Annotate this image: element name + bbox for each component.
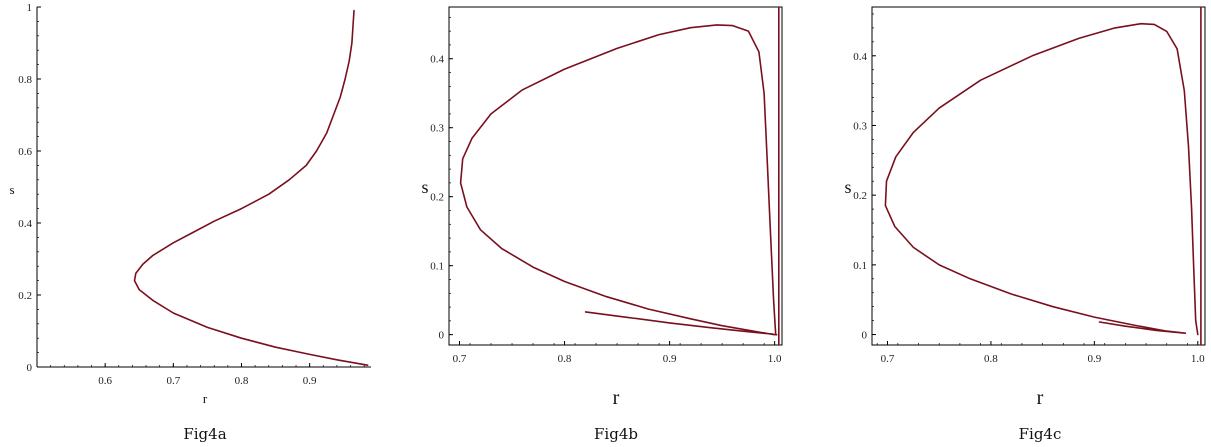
y-tick-label: 1 [27, 2, 33, 14]
x-tick-label: 1.0 [768, 353, 782, 365]
plot-frame [872, 7, 1205, 345]
x-axis-label: r [1037, 387, 1044, 409]
y-tick-label: 0.2 [853, 190, 867, 202]
y-tick-label: 0.2 [430, 192, 444, 204]
x-tick-label: 1.0 [1191, 353, 1205, 365]
y-tick-label: 0 [862, 330, 868, 342]
x-tick-label: 0.9 [303, 375, 317, 387]
x-tick-label: 0.9 [663, 353, 677, 365]
y-tick-label: 0.4 [18, 218, 32, 230]
x-axis-label: r [203, 391, 208, 406]
y-tick-label: 0.4 [853, 51, 867, 63]
y-tick-label: 0.1 [430, 261, 444, 273]
chart-fig4c: 0.7 0.8 0.9 1.0 0 0.1 0.2 0.3 0.4 r s Fig4c [844, 7, 1205, 443]
x-tick-label: 0.6 [98, 375, 112, 387]
figure-caption: Fig4b [594, 425, 638, 443]
x-tick-label: 0.8 [984, 353, 998, 365]
x-tick-label: 0.7 [453, 353, 467, 365]
y-axis-label: s [844, 177, 851, 197]
series-line-1 [885, 24, 1197, 335]
chart-fig4b: 0.7 0.8 0.9 1.0 0 0.1 0.2 0.3 0.4 r s Fig4b [421, 7, 782, 443]
figure-caption: Fig4c [1019, 425, 1062, 443]
y-tick-label: 0.6 [18, 146, 32, 158]
x-tick-label: 0.9 [1087, 353, 1101, 365]
x-tick-label: 0.8 [558, 353, 572, 365]
y-tick-label: 0.2 [18, 290, 32, 302]
y-tick-label: 0.1 [853, 260, 867, 272]
y-tick-label: 0.8 [18, 74, 32, 86]
y-tick-label: 0.3 [430, 123, 444, 135]
series-line-1 [461, 25, 777, 335]
y-tick-label: 0.4 [430, 54, 444, 66]
y-tick-label: 0.3 [853, 120, 867, 132]
y-tick-label: 0 [439, 330, 445, 342]
x-axis-label: r [613, 387, 620, 409]
x-tick-label: 0.7 [166, 375, 180, 387]
chart-fig4a: 0.6 0.7 0.8 0.9 0 0.2 0.4 0.6 0.8 1 r s Fig4a [9, 2, 371, 443]
y-axis-label: s [421, 177, 428, 197]
series-line-1 [135, 11, 368, 366]
figure-caption: Fig4a [183, 425, 226, 443]
y-axis-label: s [9, 182, 14, 197]
x-tick-label: 0.8 [235, 375, 249, 387]
x-tick-label: 0.7 [881, 353, 895, 365]
plot-frame [449, 7, 782, 345]
y-tick-label: 0 [27, 362, 33, 374]
